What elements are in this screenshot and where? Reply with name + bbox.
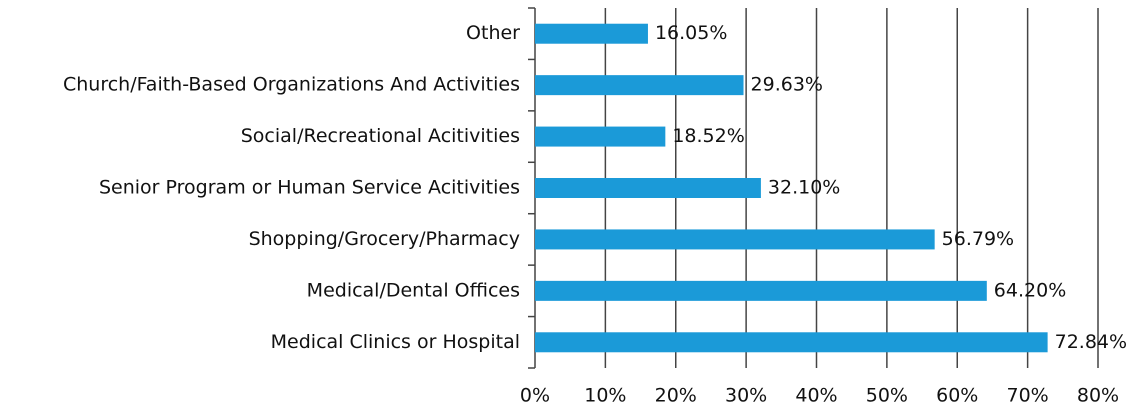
x-tick-label: 80% bbox=[1077, 385, 1119, 407]
bar bbox=[535, 178, 761, 198]
bar bbox=[535, 126, 666, 147]
bar bbox=[535, 229, 935, 250]
y-tick-label: Medical/Dental Offices bbox=[307, 279, 520, 301]
x-tick-label: 50% bbox=[866, 385, 908, 407]
x-tick-label: 10% bbox=[584, 385, 626, 407]
y-tick-label: Medical Clinics or Hospital bbox=[271, 331, 520, 353]
y-tick-label: Shopping/Grocery/Pharmacy bbox=[249, 228, 520, 250]
data-label: 29.63% bbox=[751, 74, 823, 96]
x-tick-label: 20% bbox=[655, 385, 697, 407]
bar bbox=[535, 23, 648, 44]
x-tick-label: 70% bbox=[1007, 385, 1049, 407]
y-tick-label: Church/Faith-Based Organizations And Act… bbox=[63, 74, 520, 96]
data-label: 72.84% bbox=[1055, 331, 1127, 353]
x-tick-label: 0% bbox=[520, 385, 550, 407]
data-label: 64.20% bbox=[994, 279, 1066, 301]
data-label: 56.79% bbox=[942, 228, 1014, 250]
bar bbox=[535, 280, 987, 301]
y-tick-label: Social/Recreational Acitivities bbox=[241, 125, 520, 147]
y-tick-label: Senior Program or Human Service Acitivit… bbox=[99, 177, 520, 199]
y-tick-label: Other bbox=[466, 22, 520, 44]
x-tick-label: 40% bbox=[795, 385, 837, 407]
data-label: 18.52% bbox=[672, 125, 744, 147]
bar bbox=[535, 75, 744, 96]
bar bbox=[535, 332, 1048, 353]
x-tick-label: 30% bbox=[725, 385, 767, 407]
data-label: 16.05% bbox=[655, 22, 727, 44]
x-tick-label: 60% bbox=[936, 385, 978, 407]
data-label: 32.10% bbox=[768, 177, 840, 199]
